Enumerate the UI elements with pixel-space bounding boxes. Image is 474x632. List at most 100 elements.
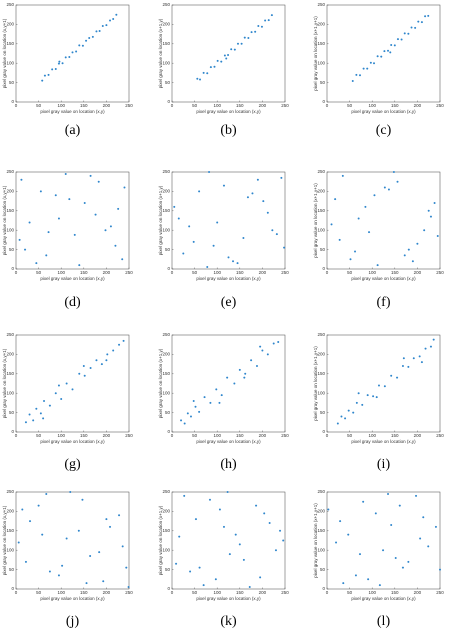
scatter-point — [29, 520, 32, 523]
scatter-point — [366, 394, 369, 397]
x-tick-label: 200 — [103, 103, 111, 108]
panel-caption: (l) — [377, 614, 391, 629]
scatter-point — [183, 422, 186, 425]
scatter-point — [226, 491, 229, 493]
scatter-point — [270, 14, 273, 17]
scatter-point — [20, 178, 23, 181]
scatter-point — [196, 77, 199, 80]
scatter-point — [339, 520, 342, 523]
scatter-point — [427, 209, 430, 212]
scatter-point — [122, 339, 125, 342]
y-tick-label: 50 — [9, 567, 15, 572]
scatter-point — [327, 508, 330, 511]
scatter-point — [73, 233, 76, 236]
scatter-point — [403, 32, 406, 35]
scatter-point — [218, 508, 221, 511]
scatter-point — [262, 200, 265, 203]
x-tick-label: 200 — [103, 590, 111, 595]
scatter-point — [98, 551, 101, 554]
y-tick-label: 250 — [6, 489, 14, 494]
y-tick-label: 0 — [322, 429, 325, 434]
scatter-point — [398, 504, 401, 507]
scatter-point — [95, 359, 98, 362]
panel: 0 50 100 150 200 250 0 50 100 150 200 250 pixel gray… — [2, 2, 133, 138]
scatter-point — [199, 78, 202, 81]
scatter-point — [57, 574, 60, 577]
scatter-point — [222, 525, 225, 528]
x-tick-label: 150 — [236, 270, 244, 275]
scatter-point — [414, 26, 417, 29]
panel-caption: (f) — [377, 295, 391, 310]
scatter-point — [248, 586, 251, 589]
scatter-point — [43, 74, 46, 77]
y-axis-label: pixel gray value on location (x+1,y+1) — [313, 346, 318, 421]
scatter-point — [83, 202, 86, 205]
scatter-point — [39, 412, 42, 415]
panel-caption: (h) — [220, 457, 237, 472]
scatter-point — [65, 382, 68, 385]
y-tick-label: 50 — [165, 410, 171, 415]
x-axis-label: pixel gray value on location (x,y) — [351, 109, 416, 114]
scatter-point — [81, 498, 84, 501]
x-tick-label: 0 — [326, 590, 329, 595]
scatter-point — [89, 555, 92, 558]
scatter-point — [98, 29, 101, 32]
y-tick-label: 200 — [317, 22, 325, 27]
scatter-point — [390, 523, 393, 526]
y-axis-label: pixel gray value on location (x,y+1) — [2, 348, 7, 418]
scatter-point — [54, 392, 57, 395]
x-tick-label: 200 — [103, 433, 111, 438]
x-tick-label: 250 — [436, 590, 444, 595]
y-tick-label: 200 — [317, 189, 325, 194]
scatter-point — [220, 394, 223, 397]
scatter-point — [349, 258, 352, 261]
scatter-point — [60, 398, 63, 401]
scatter-point — [47, 231, 50, 234]
scatter-point — [218, 401, 221, 404]
panel-caption: (c) — [376, 123, 392, 138]
y-tick-label: 250 — [162, 2, 170, 7]
scatter-point — [91, 35, 94, 38]
scatter-point — [226, 376, 229, 379]
scatter-point — [214, 578, 217, 581]
scatter-point — [382, 549, 385, 552]
x-axis-label: pixel gray value on location (x,y) — [196, 439, 261, 444]
panel: 0 50 100 150 200 250 0 50 100 150 200 250 pixel gray… — [158, 2, 289, 138]
scatter-point — [243, 36, 246, 39]
scatter-point — [83, 374, 86, 377]
scatter-point — [39, 190, 42, 193]
scatter-point — [378, 584, 381, 587]
y-axis-label: pixel gray value on location (x+1,y) — [158, 348, 163, 418]
scatter-point — [407, 560, 410, 563]
scatter-point — [192, 240, 195, 243]
y-tick-label: 0 — [11, 429, 14, 434]
scatter-point — [367, 578, 370, 581]
scatter-point — [264, 19, 267, 22]
scatter-point — [344, 417, 347, 420]
scatter-point — [255, 365, 258, 368]
scatter-point — [202, 71, 205, 74]
x-tick-label: 0 — [171, 433, 174, 438]
scatter-point — [255, 504, 258, 507]
x-tick-label: 250 — [281, 103, 289, 108]
plot-area — [15, 171, 130, 270]
scatter-point — [178, 535, 181, 538]
x-tick-label: 50 — [192, 270, 198, 275]
x-tick-label: 150 — [80, 590, 88, 595]
scatter-point — [198, 566, 201, 569]
panel: 0 50 100 150 200 250 0 50 100 150 200 250 pixel gray… — [2, 332, 133, 472]
y-tick-label: 100 — [6, 390, 14, 395]
scatter-point — [82, 365, 85, 368]
scatter-point — [374, 512, 377, 515]
scatter-point — [390, 374, 393, 377]
plot-area — [15, 491, 130, 590]
scatter-point — [97, 180, 100, 183]
scatter-point — [127, 586, 130, 589]
y-tick-label: 100 — [6, 547, 14, 552]
scatter-point — [275, 233, 278, 236]
scatter-point — [220, 60, 223, 63]
scatter-point — [88, 36, 91, 39]
scatter-point — [280, 176, 283, 179]
panel: 0 50 100 150 200 250 0 50 100 150 200 250 pixel gray… — [158, 332, 289, 472]
x-tick-label: 100 — [368, 103, 376, 108]
